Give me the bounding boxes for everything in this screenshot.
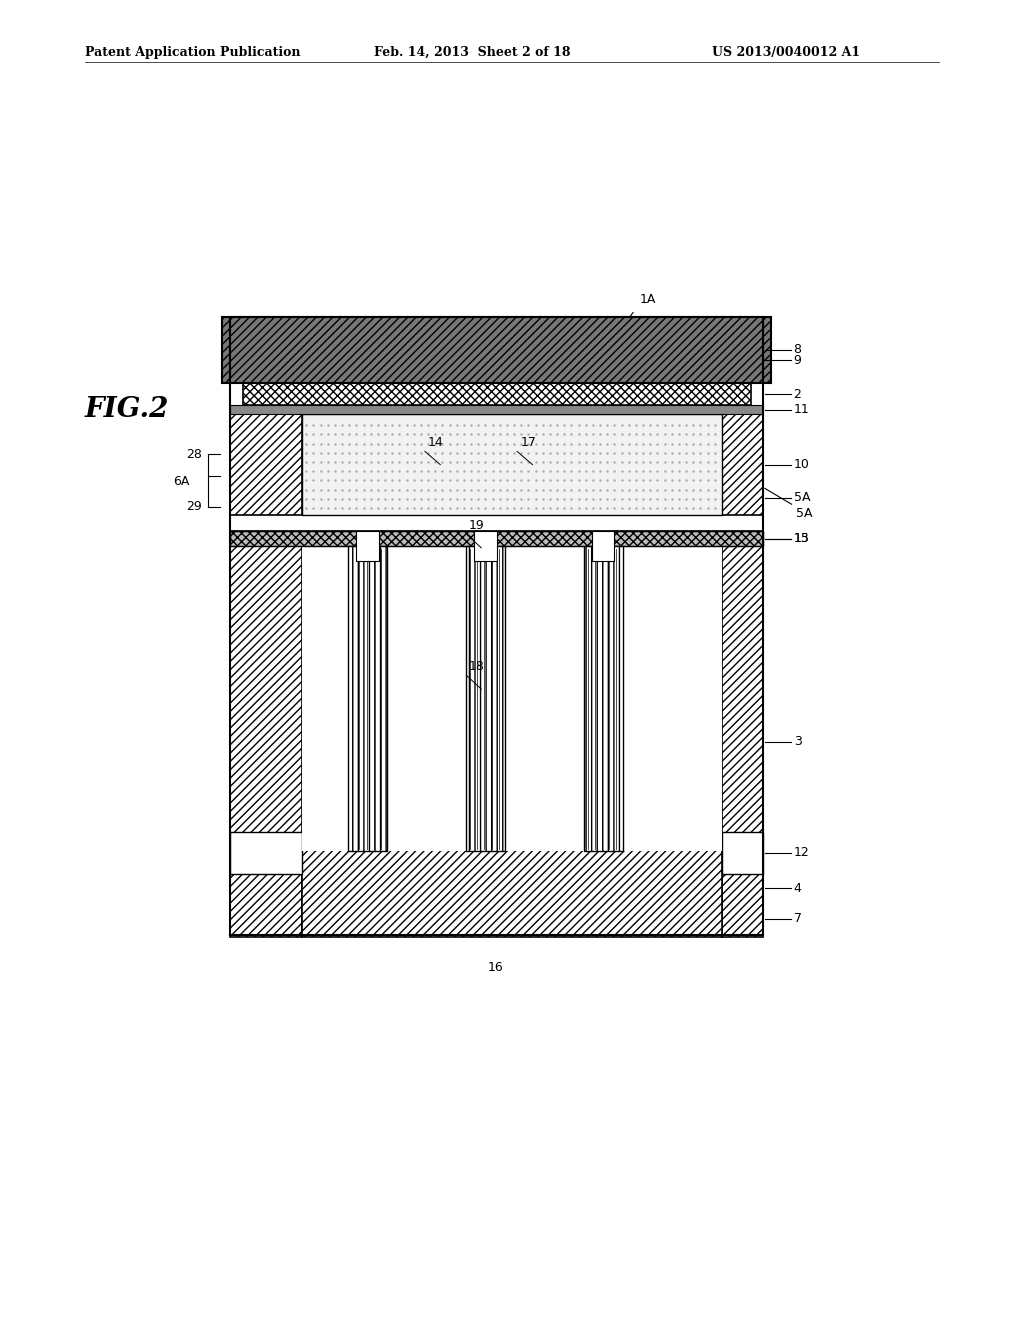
Bar	[243, 383, 751, 405]
Text: 29: 29	[186, 500, 202, 513]
Bar	[348, 546, 387, 851]
Bar	[302, 414, 722, 515]
Bar	[230, 903, 763, 935]
Bar	[466, 546, 505, 851]
Text: Feb. 14, 2013  Sheet 2 of 18: Feb. 14, 2013 Sheet 2 of 18	[374, 46, 570, 59]
Bar	[302, 546, 348, 851]
Text: 9: 9	[794, 354, 802, 367]
Bar	[474, 531, 497, 561]
Text: 2: 2	[794, 388, 802, 400]
Bar	[230, 414, 302, 515]
Bar	[722, 414, 763, 515]
Bar	[387, 546, 466, 851]
Text: 18: 18	[469, 660, 485, 673]
Bar	[230, 531, 763, 546]
Bar	[230, 531, 763, 546]
Bar	[230, 531, 763, 546]
Text: 16: 16	[487, 961, 504, 974]
Bar	[356, 531, 379, 561]
Bar	[230, 832, 302, 874]
Text: 14: 14	[428, 436, 443, 449]
Text: 28: 28	[185, 447, 202, 461]
Text: 8: 8	[794, 343, 802, 356]
Text: 12: 12	[794, 846, 809, 859]
Bar	[592, 531, 614, 561]
Text: US 2013/0040012 A1: US 2013/0040012 A1	[712, 46, 860, 59]
Text: 1A: 1A	[640, 293, 656, 306]
Bar	[230, 405, 763, 414]
Text: 11: 11	[794, 404, 809, 416]
Text: Patent Application Publication: Patent Application Publication	[85, 46, 300, 59]
Bar	[505, 546, 584, 851]
Text: 7: 7	[794, 912, 802, 925]
Bar	[222, 317, 771, 383]
Text: 3: 3	[794, 735, 802, 748]
Text: 5A: 5A	[796, 507, 812, 520]
Text: 5A: 5A	[794, 491, 810, 504]
Bar	[584, 546, 623, 851]
Text: 13: 13	[794, 532, 809, 545]
Text: 15: 15	[794, 532, 810, 545]
Bar	[722, 832, 763, 874]
Text: FIG.2: FIG.2	[85, 396, 169, 422]
Text: 19: 19	[469, 519, 484, 532]
Bar	[302, 546, 722, 832]
Bar	[722, 546, 763, 937]
Text: 17: 17	[520, 436, 537, 449]
Bar	[230, 546, 302, 937]
Text: 4: 4	[794, 882, 802, 895]
Bar	[623, 546, 722, 851]
Text: 10: 10	[794, 458, 810, 471]
Text: 6A: 6A	[173, 475, 189, 487]
Bar	[302, 832, 722, 937]
Bar	[230, 874, 763, 903]
